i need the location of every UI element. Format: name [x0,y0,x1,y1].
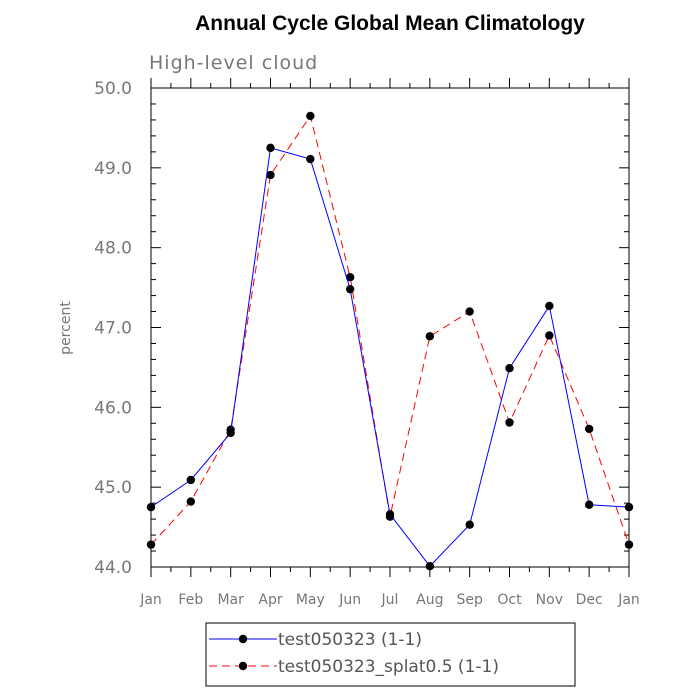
data-point [345,273,355,282]
x-tick-label: Jan [617,592,640,608]
x-tick-label: Oct [497,592,522,608]
data-point [505,364,514,373]
legend-label: test050323_splat0.5 (1-1) [278,657,499,677]
legend [205,622,576,687]
chart-title: Annual Cycle Global Mean Climatology [195,12,585,35]
x-tick-label: May [296,592,325,608]
data-point [385,510,395,519]
data-point [146,502,156,512]
data-point [226,428,235,438]
y-tick-label: 47.0 [94,319,132,339]
series-2 [146,111,634,549]
data-point [425,562,435,571]
legend-marker [238,661,248,671]
x-tick-label: Jan [139,592,162,608]
y-tick-label: 44.0 [94,558,132,578]
data-point [465,307,474,316]
legend-label: test050323 (1-1) [278,630,422,650]
series-1 [146,143,634,571]
data-point [146,540,156,549]
chart-subtitle: High-level cloud [149,52,318,74]
y-tick-label: 50.0 [94,79,132,99]
legend-marker [238,634,248,644]
data-point [624,540,634,549]
x-tick-label: Mar [217,592,244,608]
data-point [186,475,196,485]
data-point [545,301,554,311]
plot-frame [150,87,630,568]
data-point [306,154,315,164]
x-tick-label: Dec [576,592,603,608]
series-layer [146,111,634,571]
data-point [186,497,196,506]
axis-ticks [150,78,630,577]
x-tick-label: Jul [381,592,399,608]
data-point [584,500,594,509]
x-tick-label: Sep [456,592,483,608]
data-point [545,331,554,340]
data-point [266,170,275,180]
y-axis-label: percent [58,301,74,355]
x-tick-label: Jun [338,592,361,608]
data-point [505,418,514,427]
x-tick-label: Nov [536,592,563,608]
data-point [306,111,315,121]
series-line [150,147,630,567]
y-tick-label: 49.0 [94,159,132,179]
x-tick-label: Aug [416,592,443,608]
legend-item: test050323_splat0.5 (1-1) [209,657,499,677]
data-point [624,502,634,512]
y-tick-labels: 44.0 45.0 46.0 47.0 48.0 49.0 50.0 [94,79,132,578]
x-tick-label: Feb [178,592,203,608]
data-point [465,520,474,529]
data-point [266,143,275,153]
y-tick-label: 45.0 [94,478,132,498]
series-line [150,114,630,545]
y-tick-label: 46.0 [94,398,132,418]
x-tick-labels: Jan Feb Mar Apr May Jun Jul Aug Sep Oct Nov Dec Jan [139,592,640,608]
y-tick-label: 48.0 [94,239,132,259]
legend-item: test050323 (1-1) [209,630,422,650]
x-tick-label: Apr [258,592,282,608]
data-point [345,284,355,294]
data-point [425,332,435,341]
legend-items: test050323 (1-1) test050323_splat0.5 (1-1… [209,630,499,677]
data-point [584,424,594,434]
